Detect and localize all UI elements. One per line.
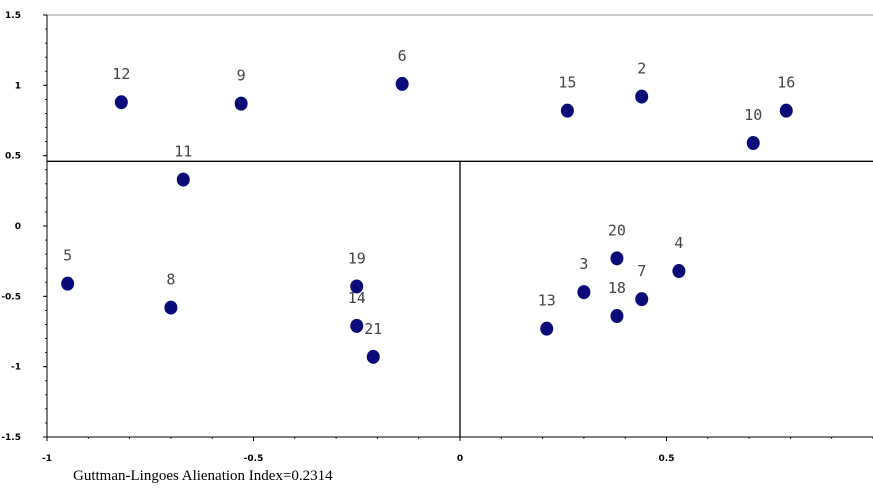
point-label: 19 — [348, 249, 366, 267]
y-tick-label: 0 — [15, 222, 21, 232]
data-point — [395, 76, 409, 91]
point-label: 21 — [364, 320, 382, 338]
point-label: 8 — [166, 271, 175, 289]
point-label: 20 — [608, 221, 626, 239]
point-label: 7 — [637, 262, 646, 280]
data-point — [560, 103, 574, 118]
point-label: 9 — [237, 67, 246, 85]
x-tick-label: -0.5 — [244, 454, 264, 464]
data-point — [610, 251, 624, 266]
point-label: 4 — [674, 234, 683, 252]
point-labels: 2 3 4 5 6 7 8 9 10 11 12 13 14 15 16 18 19 20 21 — [63, 47, 795, 338]
point-label: 14 — [348, 289, 366, 307]
data-point — [635, 89, 649, 104]
point-label: 18 — [608, 279, 626, 297]
data-points — [61, 76, 793, 364]
y-tick-label: -1.5 — [1, 433, 21, 443]
x-tick-label: -1 — [42, 454, 52, 464]
point-label: 2 — [637, 60, 646, 78]
data-point — [779, 103, 793, 118]
data-point — [350, 318, 364, 333]
point-label: 15 — [558, 74, 576, 92]
point-label: 13 — [538, 292, 556, 310]
y-tick-label: 0.5 — [5, 152, 21, 162]
x-tick-label: 0.5 — [659, 454, 675, 464]
data-point — [366, 349, 380, 364]
point-label: 10 — [744, 106, 762, 124]
alienation-index-note: Guttman-Lingoes Alienation Index=0.2314 — [73, 468, 333, 484]
divider-lines — [47, 160, 873, 437]
data-point — [610, 309, 624, 324]
point-label: 6 — [398, 47, 407, 65]
point-label: 12 — [112, 65, 130, 83]
point-label: 11 — [174, 143, 192, 161]
data-point — [164, 300, 178, 315]
x-tick-label: 0 — [457, 454, 463, 464]
chart-axes: -1.5 -1 -0.5 0 0.5 1 1.5 -1 -0.5 0 0.5 — [1, 11, 873, 464]
data-point — [635, 292, 649, 307]
data-point — [176, 172, 190, 187]
data-point — [114, 95, 128, 110]
data-point — [540, 321, 554, 336]
point-label: 3 — [579, 255, 588, 273]
point-label: 5 — [63, 247, 72, 265]
data-point — [61, 276, 75, 291]
data-point — [672, 264, 686, 279]
data-point — [746, 136, 760, 151]
data-point — [350, 279, 364, 294]
data-point — [577, 285, 591, 300]
y-tick-label: -1 — [11, 363, 21, 373]
y-tick-label: 1.5 — [5, 11, 21, 21]
y-tick-label: -0.5 — [1, 292, 21, 302]
data-point — [234, 96, 248, 111]
point-label: 16 — [777, 74, 795, 92]
y-tick-label: 1 — [15, 81, 21, 91]
